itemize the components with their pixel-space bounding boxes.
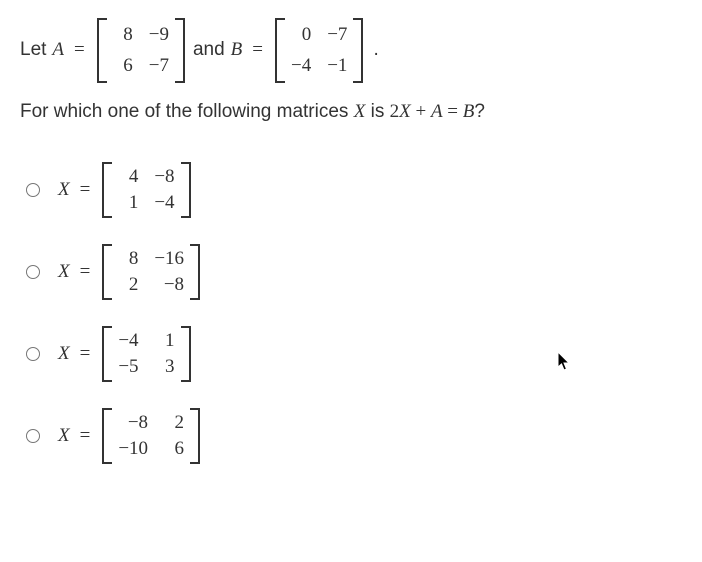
q-suffix: ?: [474, 101, 485, 122]
radio-4[interactable]: [26, 429, 40, 443]
opt3-eq: =: [80, 343, 91, 365]
option-2-content: X = 8 −16 2 −8: [58, 244, 202, 300]
let-text: Let: [20, 37, 46, 64]
a-cell: −7: [149, 53, 169, 80]
equals-b: =: [252, 37, 263, 64]
option-3-content: X = −4 1 −5 3: [58, 326, 193, 382]
b-cell: −1: [327, 53, 347, 80]
a-cell: 6: [113, 53, 133, 80]
opt1-matrix: 4 −8 1 −4: [102, 162, 190, 218]
option-4-content: X = −8 2 −10 6: [58, 408, 202, 464]
option-2[interactable]: X = 8 −16 2 −8: [26, 244, 682, 300]
matrix-a: 8 −9 6 −7: [97, 18, 185, 83]
option-3[interactable]: X = −4 1 −5 3: [26, 326, 682, 382]
option-4[interactable]: X = −8 2 −10 6: [26, 408, 682, 464]
var-a: A: [52, 37, 64, 64]
opt4-matrix: −8 2 −10 6: [102, 408, 200, 464]
radio-1[interactable]: [26, 183, 40, 197]
question-text: For which one of the following matrices …: [20, 99, 682, 126]
opt2-matrix: 8 −16 2 −8: [102, 244, 200, 300]
opt3-matrix: −4 1 −5 3: [102, 326, 190, 382]
opt1-label: X: [58, 179, 70, 201]
opt4-eq: =: [80, 425, 91, 447]
b-cell: −7: [327, 22, 347, 49]
radio-3[interactable]: [26, 347, 40, 361]
matrix-b: 0 −7 −4 −1: [275, 18, 363, 83]
q-expr: 2X + A = B: [390, 101, 475, 122]
and-text: and: [193, 37, 225, 64]
cursor-icon: [558, 352, 572, 372]
q-prefix: For which one of the following matrices: [20, 101, 354, 122]
a-cell: −9: [149, 22, 169, 49]
q-varx: X: [354, 101, 366, 122]
opt3-label: X: [58, 343, 70, 365]
b-cell: 0: [291, 22, 311, 49]
options-list: X = 4 −8 1 −4 X = 8 −16: [20, 162, 682, 464]
intro-period: .: [373, 37, 378, 64]
equals-a: =: [74, 37, 85, 64]
opt1-eq: =: [80, 179, 91, 201]
a-cell: 8: [113, 22, 133, 49]
opt2-eq: =: [80, 261, 91, 283]
q-mid: is: [365, 101, 389, 122]
var-b: B: [231, 37, 243, 64]
intro-line: Let A = 8 −9 6 −7 and B = 0 −7 −4 −1: [20, 18, 682, 83]
b-cell: −4: [291, 53, 311, 80]
opt2-label: X: [58, 261, 70, 283]
option-1-content: X = 4 −8 1 −4: [58, 162, 193, 218]
opt4-label: X: [58, 425, 70, 447]
option-1[interactable]: X = 4 −8 1 −4: [26, 162, 682, 218]
question-intro: Let A = 8 −9 6 −7 and B = 0 −7 −4 −1: [20, 18, 682, 126]
radio-2[interactable]: [26, 265, 40, 279]
